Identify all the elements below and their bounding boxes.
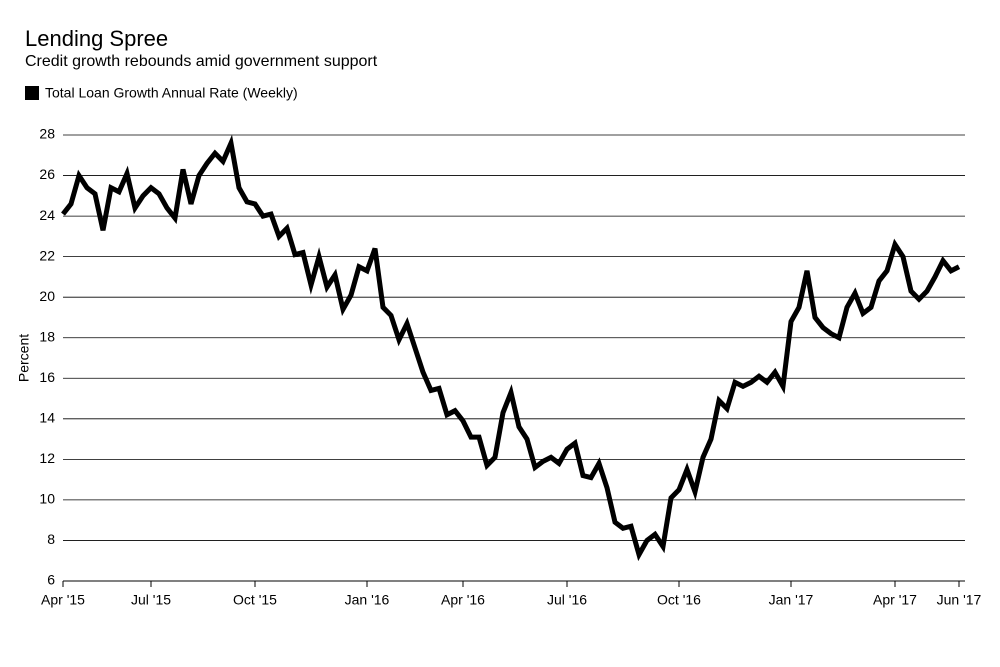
x-tick-label: Jul '15 <box>131 592 171 608</box>
legend-label: Total Loan Growth Annual Rate (Weekly) <box>45 85 298 101</box>
data-line <box>61 134 961 562</box>
y-tick-label: 18 <box>39 328 55 344</box>
x-tick-label: Apr '16 <box>441 592 485 608</box>
y-tick-label: 8 <box>47 531 55 547</box>
x-tick-label: Apr '17 <box>873 592 917 608</box>
chart-title: Lending Spree <box>25 26 168 51</box>
x-tick-label: Jan '16 <box>345 592 390 608</box>
y-tick-label: 22 <box>39 247 55 263</box>
x-tick-label: Oct '15 <box>233 592 277 608</box>
x-tick-label: Jul '16 <box>547 592 587 608</box>
y-tick-label: 12 <box>39 450 55 466</box>
x-tick-label: Jan '17 <box>769 592 814 608</box>
y-tick-label: 28 <box>39 126 55 142</box>
y-tick-label: 20 <box>39 288 55 304</box>
y-tick-label: 6 <box>47 572 55 588</box>
y-tick-label: 24 <box>39 207 55 223</box>
chart-subtitle: Credit growth rebounds amid government s… <box>25 53 378 70</box>
x-tick-label: Oct '16 <box>657 592 701 608</box>
legend-swatch <box>25 86 39 100</box>
y-tick-label: 26 <box>39 166 55 182</box>
x-tick-label: Jun '17 <box>937 592 982 608</box>
x-tick-label: Apr '15 <box>41 592 85 608</box>
y-tick-label: 14 <box>39 410 55 426</box>
y-axis-label: Percent <box>16 334 32 382</box>
y-tick-label: 16 <box>39 369 55 385</box>
y-tick-label: 10 <box>39 491 55 507</box>
